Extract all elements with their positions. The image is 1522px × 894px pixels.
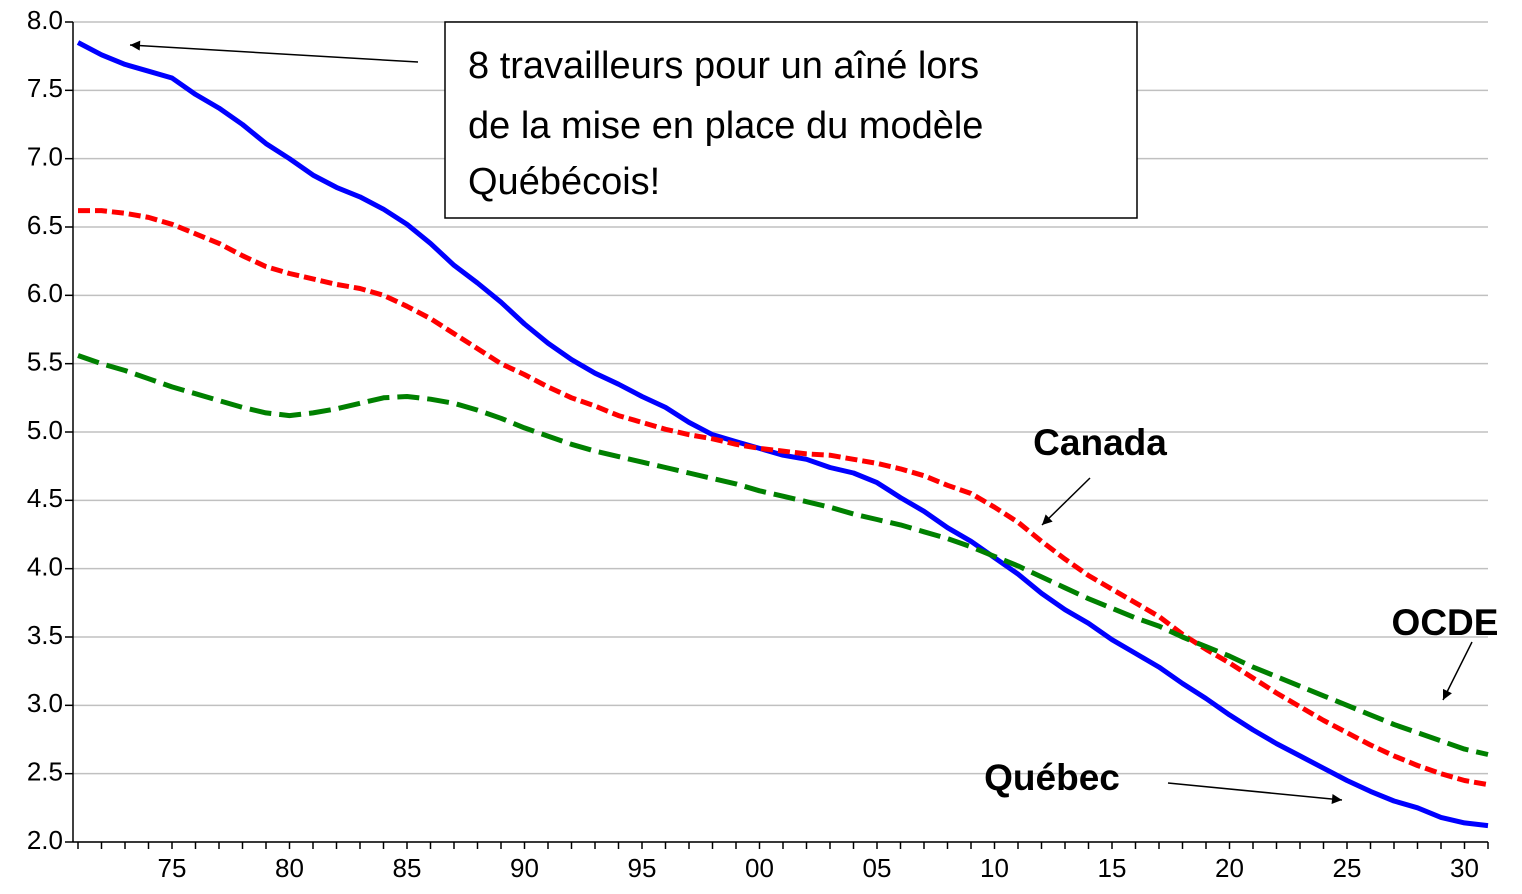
x-tick-label: 30 [1450, 853, 1479, 883]
y-tick-label: 7.5 [27, 73, 63, 103]
axes: 2.0 2.5 3.0 3.5 4.0 4.5 5.0 5.5 6.0 6.5 7.0 7.5 8.0 7… [27, 5, 1489, 883]
label-arrow [1442, 641, 1473, 701]
x-tick-label: 85 [393, 853, 422, 883]
series-label: Canada [1033, 422, 1167, 463]
y-tick-label: 8.0 [27, 5, 63, 35]
y-tick-label: 2.0 [27, 825, 63, 855]
y-tick-label: 4.0 [27, 552, 63, 582]
annotation-arrow [129, 40, 419, 63]
y-tick-label: 6.0 [27, 278, 63, 308]
series-line [78, 208, 1489, 788]
y-tick-label: 6.5 [27, 210, 63, 240]
x-tick-label: 15 [1098, 853, 1127, 883]
series-label: OCDE [1392, 602, 1499, 643]
series-line [76, 40, 1489, 829]
y-tick-label: 5.5 [27, 347, 63, 377]
lines [76, 40, 1489, 829]
x-tick-label: 10 [980, 853, 1009, 883]
x-tick-label: 75 [158, 853, 187, 883]
x-tick-label: 90 [510, 853, 539, 883]
y-tick-label: 3.5 [27, 620, 63, 650]
x-tick-label: 00 [745, 853, 774, 883]
y-tick-label: 3.0 [27, 688, 63, 718]
x-tick-label: 05 [863, 853, 892, 883]
x-tick-label: 25 [1333, 853, 1362, 883]
label-arrow [1041, 477, 1091, 526]
y-tick-label: 4.5 [27, 483, 63, 513]
x-tick-label: 20 [1215, 853, 1244, 883]
series-line [77, 353, 1489, 757]
label-arrow [1167, 782, 1343, 805]
x-tick-label: 95 [628, 853, 657, 883]
y-tick-label: 7.0 [27, 142, 63, 172]
series-label: Québec [984, 757, 1120, 798]
y-tick-label: 5.0 [27, 415, 63, 445]
annotation-box [444, 21, 1138, 219]
annotation-line: de la mise en place du modèle [468, 105, 983, 147]
y-tick-label: 2.5 [27, 757, 63, 787]
x-tick-label: 80 [275, 853, 304, 883]
annotation-line: Québécois! [468, 161, 660, 203]
annotation-line: 8 travailleurs pour un aîné lors [468, 45, 979, 87]
